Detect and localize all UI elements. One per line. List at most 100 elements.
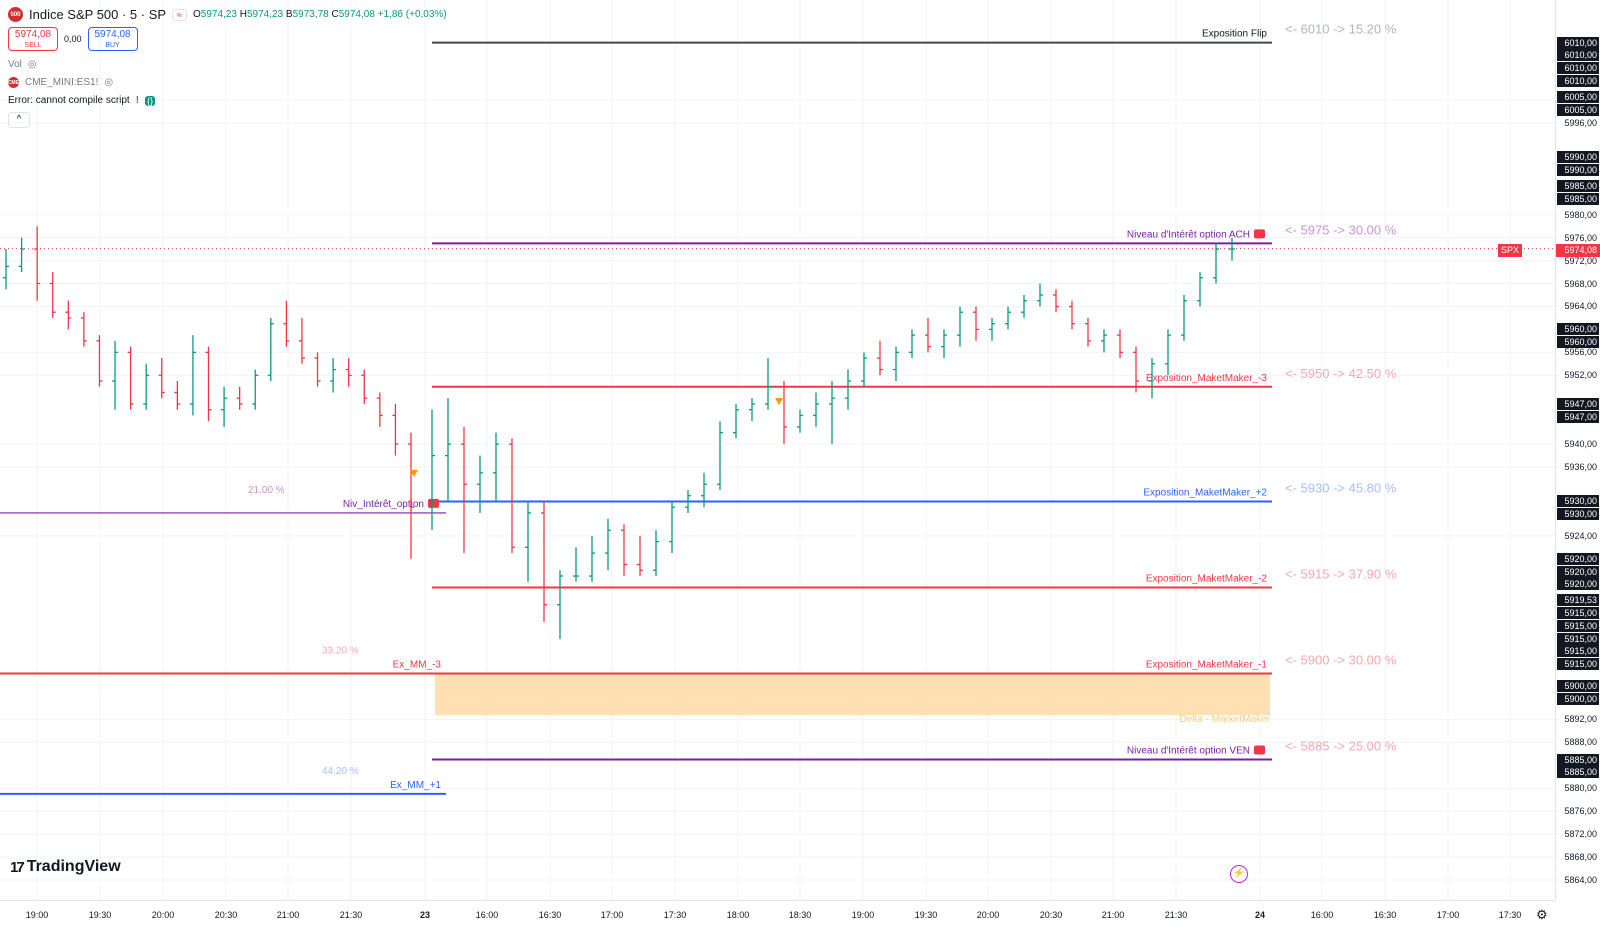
high-label: H bbox=[239, 9, 247, 20]
signal-marker-icon bbox=[410, 470, 418, 477]
level-percent: <- 5885 -> 25.00 % bbox=[1285, 739, 1397, 754]
open-value: 5974,23 bbox=[200, 9, 237, 20]
buy-label: BUY bbox=[105, 42, 120, 49]
script-error-text: Error: cannot compile script bbox=[8, 95, 130, 106]
left-level-percent: 21.00 % bbox=[248, 485, 285, 496]
time-tick-label: 20:00 bbox=[151, 910, 175, 920]
time-tick-label: 18:30 bbox=[788, 910, 812, 920]
price-tick-label: 5936,00 bbox=[1564, 462, 1597, 473]
gear-icon[interactable]: ⚙ bbox=[1536, 907, 1548, 922]
series-name-tag: SPX bbox=[1498, 244, 1523, 257]
time-tick-label: 17:30 bbox=[1498, 910, 1522, 920]
sell-price: 5974,08 bbox=[14, 29, 52, 40]
level-percent: <- 6010 -> 15.20 % bbox=[1285, 22, 1397, 37]
buy-price: 5974,08 bbox=[94, 29, 131, 40]
change-value: +1,86 (+0,03%) bbox=[377, 9, 447, 20]
price-tick-label: 5980,00 bbox=[1564, 209, 1597, 220]
level-percent: <- 5915 -> 37.90 % bbox=[1285, 566, 1397, 581]
signal-marker-icon bbox=[775, 398, 783, 405]
eye-off-icon[interactable]: ◎ bbox=[27, 59, 37, 70]
level-label: Exposition_MaketMaker_-1 bbox=[1146, 660, 1268, 671]
left-level-percent: 44.20 % bbox=[322, 766, 359, 777]
time-tick-label: 21:30 bbox=[339, 910, 363, 920]
price-level-tag: 5915,00 bbox=[1557, 619, 1599, 632]
price-tick-label: 5892,00 bbox=[1564, 714, 1597, 725]
price-tick-label: 5876,00 bbox=[1564, 806, 1597, 817]
error-icon[interactable]: ! bbox=[135, 95, 140, 106]
price-level-tag: 5990,00 bbox=[1557, 151, 1599, 164]
price-level-tag: 5915,00 bbox=[1557, 632, 1599, 645]
compare-icon: ≈ bbox=[177, 9, 183, 20]
price-level-tag: 5900,00 bbox=[1557, 693, 1599, 706]
price-tick-label: 5956,00 bbox=[1564, 347, 1597, 358]
symbol-title[interactable]: Indice S&P 500 · 5 · SP bbox=[29, 7, 167, 22]
left-level-label: Ex_MM_+1 bbox=[390, 780, 441, 791]
price-level-tag: 5885,00 bbox=[1557, 753, 1599, 766]
time-tick-label: 16:00 bbox=[475, 910, 499, 920]
price-level-tag: 6010,00 bbox=[1557, 49, 1599, 62]
level-label: Exposition Flip bbox=[1202, 29, 1267, 40]
time-tick-label: 20:30 bbox=[1039, 910, 1063, 920]
sell-button[interactable]: 5974,08 SELL bbox=[8, 27, 58, 51]
close-label: C bbox=[331, 9, 339, 20]
symbol-header: 500 Indice S&P 500 · 5 · SP ≈ O5974,23 H… bbox=[8, 7, 447, 22]
magnet-icon bbox=[428, 498, 439, 508]
legend-volume[interactable]: Vol ◎ bbox=[8, 59, 37, 70]
chevron-up-icon: ^ bbox=[16, 114, 22, 125]
price-tick-label: 5996,00 bbox=[1564, 117, 1597, 128]
price-level-tag: 5920,00 bbox=[1557, 565, 1599, 578]
price-level-tag: 5920,00 bbox=[1557, 552, 1599, 565]
price-tick-label: 5952,00 bbox=[1564, 370, 1597, 381]
eye-off-icon[interactable]: ◎ bbox=[104, 77, 114, 88]
price-level-tag: 5915,00 bbox=[1557, 658, 1599, 671]
compare-button[interactable]: ≈ bbox=[172, 8, 188, 21]
time-axis[interactable]: ⚙ 19:00 19:30 20:00 20:30 21:00 21:30 23 16:00 1… bbox=[0, 900, 1555, 931]
price-level-tag: 5947,00 bbox=[1557, 410, 1599, 423]
price-tick-label: 5976,00 bbox=[1564, 232, 1597, 243]
collapse-legend-button[interactable]: ^ bbox=[8, 112, 30, 128]
level-label: Exposition_MaketMaker_+2 bbox=[1143, 487, 1267, 498]
time-tick-label: 24 bbox=[1254, 910, 1266, 920]
price-level-tag: 5990,00 bbox=[1557, 164, 1599, 177]
high-value: 5974,23 bbox=[246, 9, 284, 20]
close-value: 5974,08 bbox=[338, 9, 375, 20]
time-tick-label: 18:00 bbox=[726, 910, 750, 920]
time-tick-label: 17:00 bbox=[1436, 910, 1460, 920]
low-value: 5973,78 bbox=[292, 9, 329, 20]
level-label: Exposition_MaketMaker_-3 bbox=[1146, 373, 1268, 384]
price-tick-label: 5864,00 bbox=[1564, 874, 1597, 885]
legend-script-error[interactable]: Error: cannot compile script ! {} bbox=[8, 95, 156, 106]
price-level-tag: 5960,00 bbox=[1557, 323, 1599, 336]
price-axis[interactable]: 6000,005996,005980,005976,005972,005968,… bbox=[1555, 0, 1600, 900]
time-tick-label: 19:00 bbox=[25, 910, 49, 920]
level-label: Niveau d'Intérêt option ACH bbox=[1127, 229, 1250, 240]
price-level-tag: 5960,00 bbox=[1557, 336, 1599, 349]
level-label: Exposition_MaketMaker_-2 bbox=[1146, 573, 1268, 584]
level-percent: <- 5900 -> 30.00 % bbox=[1285, 653, 1397, 668]
delta-zone-label: Delta - MarketMaker bbox=[1179, 714, 1270, 725]
price-level-tag: 5985,00 bbox=[1557, 180, 1599, 193]
time-tick-label: 21:30 bbox=[1164, 910, 1188, 920]
price-level-tag: 6005,00 bbox=[1557, 103, 1599, 116]
price-level-tag: 6010,00 bbox=[1557, 75, 1599, 88]
price-level-tag: 5920,00 bbox=[1557, 578, 1599, 591]
symbol-logo[interactable]: 500 bbox=[8, 7, 23, 22]
lightning-icon[interactable]: ⚡ bbox=[1230, 865, 1248, 883]
tradingview-logo[interactable]: 17 TradingView bbox=[10, 858, 121, 876]
magnet-icon bbox=[1254, 229, 1265, 239]
legend-compare-symbol[interactable]: CME CME_MINI:ES1! ◎ bbox=[8, 77, 113, 88]
tradingview-wordmark: TradingView bbox=[26, 858, 121, 875]
time-tick-label: 21:00 bbox=[1101, 910, 1125, 920]
left-level-label: Ex_MM_-3 bbox=[393, 660, 442, 671]
price-level-tag: 6010,00 bbox=[1557, 62, 1599, 75]
chart-pane[interactable]: Delta - MarketMaker Exposition Flip <- 601… bbox=[0, 0, 1555, 900]
level-percent: <- 5950 -> 42.50 % bbox=[1285, 366, 1397, 381]
price-tick-label: 5968,00 bbox=[1564, 278, 1597, 289]
volume-label: Vol bbox=[8, 59, 22, 70]
source-code-icon[interactable]: {} bbox=[145, 95, 156, 106]
compare-symbol-logo: CME bbox=[8, 77, 19, 88]
price-tick-label: 5872,00 bbox=[1564, 829, 1597, 840]
price-level-tag: 5915,00 bbox=[1557, 645, 1599, 658]
chart-canvas[interactable]: Delta - MarketMaker Exposition Flip <- 601… bbox=[0, 0, 1555, 900]
buy-button[interactable]: 5974,08 BUY bbox=[87, 27, 138, 51]
